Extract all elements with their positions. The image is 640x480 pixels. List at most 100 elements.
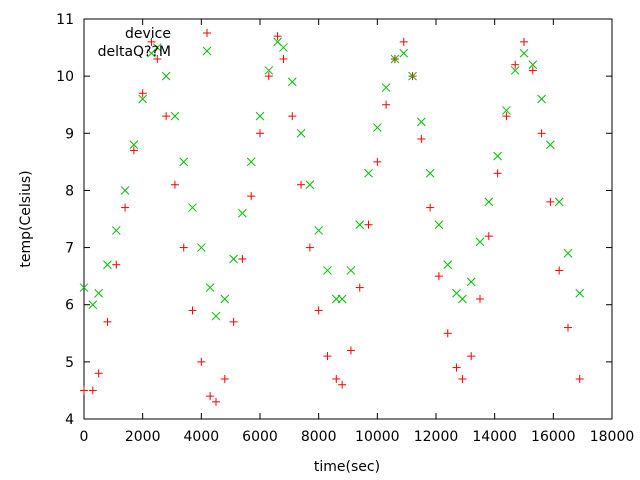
x-tick-label: 10000	[355, 429, 400, 445]
legend-label-deltaqm: deltaQ??M	[98, 44, 171, 60]
data-point-cross	[238, 208, 247, 218]
data-point-cross	[355, 220, 365, 230]
data-point-cross	[94, 288, 104, 298]
plot-frame	[83, 18, 613, 420]
data-point-cross	[563, 248, 573, 258]
data-point-plus	[138, 89, 147, 98]
data-point-plus	[247, 192, 256, 201]
x-tick-label: 0	[80, 429, 89, 445]
data-point-plus	[147, 37, 156, 46]
data-point-cross	[408, 71, 417, 81]
data-point-cross	[79, 283, 89, 292]
data-point-cross	[205, 283, 215, 292]
data-point-cross	[314, 226, 324, 235]
data-point-plus	[179, 243, 188, 252]
data-point-cross	[466, 277, 476, 287]
data-point-plus	[364, 220, 373, 229]
data-point-plus	[382, 100, 391, 109]
axis-ticks: 0 2000 4000 6000 8000 10000 12000 14000 16000 180…	[56, 12, 634, 445]
y-tick-label: 5	[65, 355, 74, 371]
data-point-cross	[399, 48, 409, 58]
legend: device deltaQ??M	[98, 26, 212, 60]
data-point-plus	[121, 203, 130, 212]
x-tick-label: 14000	[472, 429, 517, 445]
x-tick-label: 8000	[301, 429, 337, 445]
data-point-plus	[426, 203, 435, 212]
data-point-cross	[537, 94, 546, 104]
data-point-plus	[103, 317, 112, 326]
y-tick-label: 4	[65, 412, 74, 428]
y-tick-label: 10	[56, 69, 74, 85]
data-point-cross	[287, 77, 297, 87]
series-layer	[79, 32, 585, 406]
y-axis-title: temp(Celsius)	[18, 170, 34, 267]
data-point-plus	[323, 352, 332, 361]
data-point-plus	[346, 346, 355, 355]
data-point-plus	[305, 243, 314, 252]
data-point-cross	[264, 66, 274, 75]
data-point-cross	[416, 117, 426, 127]
data-point-cross	[575, 288, 585, 298]
data-point-cross	[443, 260, 453, 270]
data-point-cross	[364, 168, 373, 178]
data-point-plus	[94, 369, 103, 378]
data-point-cross	[528, 60, 538, 70]
data-point-plus	[256, 129, 264, 138]
data-point-cross	[220, 294, 230, 304]
data-point-plus	[206, 392, 215, 401]
data-point-plus	[537, 129, 546, 138]
data-point-cross	[129, 140, 139, 150]
data-point-cross	[161, 71, 171, 81]
data-point-plus	[153, 55, 162, 63]
data-point-cross	[111, 226, 121, 235]
data-point-plus	[484, 232, 493, 241]
data-point-plus	[212, 397, 220, 406]
data-point-cross	[170, 111, 180, 121]
data-point-plus	[288, 112, 297, 121]
y-tick-label: 8	[65, 183, 74, 199]
data-point-plus	[112, 260, 121, 269]
data-point-cross	[502, 106, 511, 115]
data-point-plus	[229, 317, 238, 326]
data-point-cross	[279, 43, 288, 52]
legend-markers	[202, 29, 212, 56]
data-point-plus	[355, 283, 364, 292]
data-point-plus	[220, 375, 229, 383]
y-tick-label: 6	[65, 298, 74, 314]
data-point-plus	[520, 37, 528, 46]
data-point-plus	[273, 32, 282, 41]
data-point-cross	[510, 66, 520, 75]
data-point-cross	[546, 140, 555, 150]
data-point-plus	[575, 375, 584, 383]
data-point-plus	[264, 72, 273, 81]
data-point-cross	[519, 48, 529, 58]
data-point-plus	[314, 306, 323, 315]
x-tick-label: 2000	[125, 429, 161, 445]
series-device	[80, 32, 584, 406]
data-point-plus	[434, 272, 443, 281]
data-point-cross	[120, 186, 130, 195]
x-axis-title: time(sec)	[314, 459, 380, 475]
data-point-cross	[434, 220, 444, 230]
legend-marker-deltaqm	[202, 46, 212, 56]
data-point-cross	[554, 197, 564, 207]
x-tick-label: 4000	[184, 429, 220, 445]
data-point-plus	[373, 157, 382, 166]
data-point-cross	[138, 94, 148, 104]
data-point-cross	[188, 203, 197, 212]
data-point-plus	[129, 146, 138, 155]
x-tick-label: 16000	[531, 429, 576, 445]
data-point-plus	[528, 66, 537, 75]
data-point-cross	[390, 54, 400, 64]
series-deltaqm	[79, 37, 585, 321]
data-point-plus	[502, 112, 511, 121]
data-point-plus	[564, 323, 572, 332]
data-point-cross	[458, 294, 467, 304]
data-point-plus	[188, 306, 197, 315]
data-point-plus	[332, 375, 341, 383]
data-point-plus	[297, 180, 306, 189]
data-point-cross	[196, 243, 206, 252]
data-point-cross	[372, 123, 382, 132]
data-point-plus	[493, 169, 502, 178]
